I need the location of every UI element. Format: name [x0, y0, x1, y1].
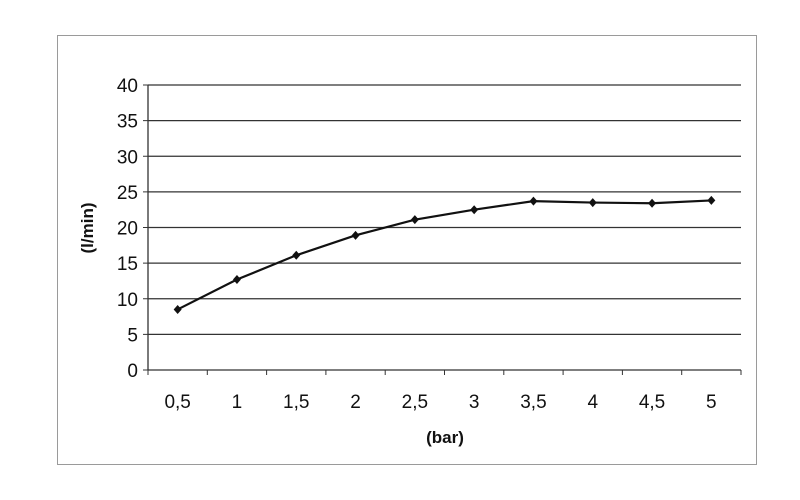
data-point	[173, 304, 182, 314]
data-point	[351, 230, 360, 240]
data-point	[410, 215, 419, 225]
data-point	[648, 198, 657, 208]
data-point	[588, 198, 597, 208]
data-point	[707, 195, 716, 205]
y-tick-label: 40	[117, 76, 138, 97]
data-point	[529, 196, 538, 206]
y-tick-label: 15	[117, 254, 138, 275]
x-tick-label: 0,5	[164, 392, 190, 413]
chart-frame	[57, 35, 757, 465]
x-tick-label: 2	[350, 392, 361, 413]
x-tick-label: 3,5	[520, 392, 546, 413]
y-tick-label: 25	[117, 183, 138, 204]
x-axis-label: (bar)	[426, 428, 464, 447]
y-axis-label: (l/min)	[78, 203, 97, 254]
y-tick-label: 10	[117, 290, 138, 311]
x-tick-label: 1,5	[283, 392, 309, 413]
x-tick-label: 4,5	[639, 392, 665, 413]
y-tick-label: 30	[117, 147, 138, 168]
series-line	[177, 199, 712, 311]
x-tick-label: 3	[469, 392, 480, 413]
x-tick-label: 4	[587, 392, 598, 413]
y-tick-label: 0	[127, 361, 138, 382]
data-point	[292, 250, 301, 260]
data-point	[232, 275, 241, 285]
x-tick-label: 5	[706, 392, 717, 413]
x-tick-label: 1	[232, 392, 243, 413]
y-tick-label: 35	[117, 112, 138, 133]
y-tick-label: 5	[127, 325, 138, 346]
data-point	[470, 205, 479, 215]
y-tick-label: 20	[117, 219, 138, 240]
x-tick-label: 2,5	[402, 392, 428, 413]
